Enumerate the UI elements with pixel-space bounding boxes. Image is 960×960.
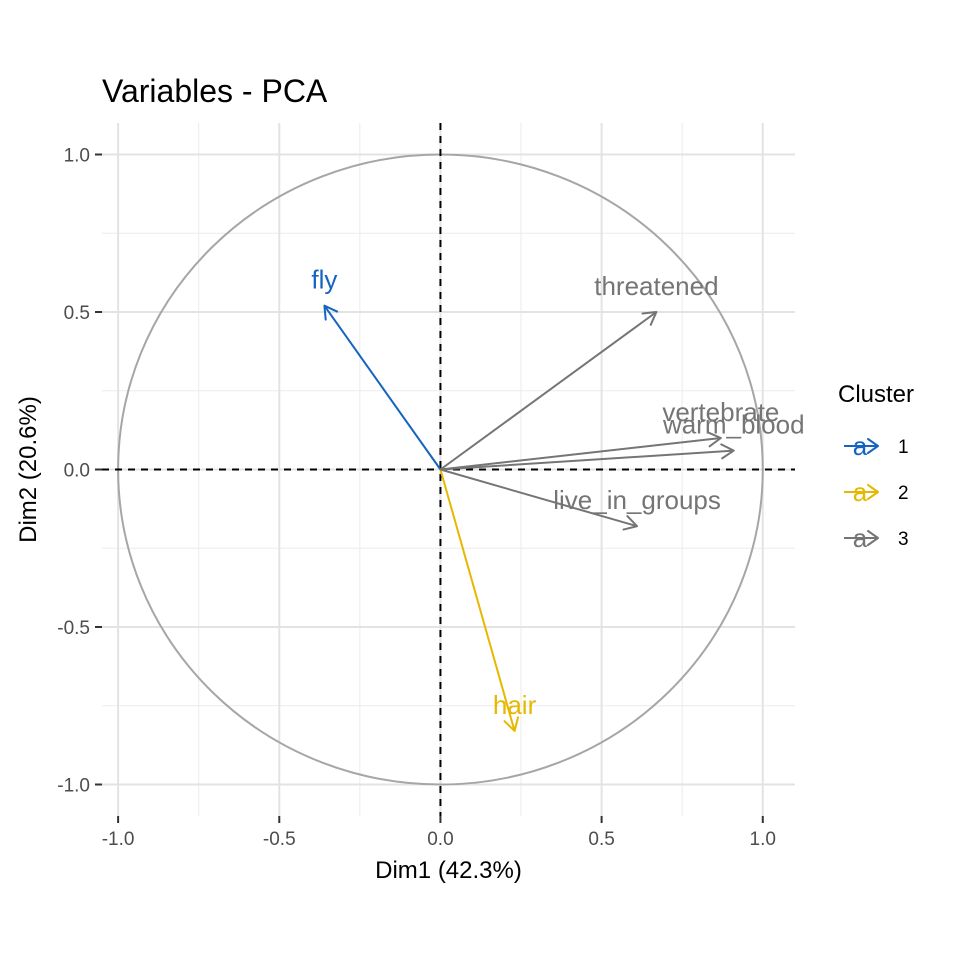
arrow-line	[440, 468, 638, 528]
arrow-line	[440, 449, 734, 471]
arrow-head	[622, 515, 639, 531]
legend: Cluster a 1 a 2 a 3	[838, 381, 914, 553]
x-tick-label: -1.0	[102, 829, 135, 850]
variable-warm-blood: warm_blood	[440, 410, 805, 471]
arrow-head	[641, 311, 658, 326]
arrow-line	[440, 437, 721, 471]
y-tick-label: -1.0	[57, 776, 90, 797]
legend-key-arrow-head	[867, 438, 879, 454]
y-axis-title: Dim2 (20.6%)	[15, 396, 42, 543]
plot-area: fly hair threatened vertebratewarm_bloodliv…	[102, 123, 805, 816]
x-tick-label: 1.0	[750, 829, 776, 850]
chart-title: Variables - PCA	[102, 73, 328, 109]
variable-label: warm_blood	[662, 410, 805, 440]
variable-hair: hair	[439, 469, 537, 732]
legend-key-arrow-head	[867, 530, 879, 546]
x-axis-title: Dim1 (42.3%)	[375, 857, 522, 884]
arrow-head	[323, 304, 339, 321]
arrow-line	[323, 305, 442, 471]
x-tick-label: 0.5	[588, 829, 614, 850]
variable-fly: fly	[311, 265, 442, 471]
variable-label: hair	[493, 690, 537, 720]
variable-label: threatened	[594, 271, 718, 301]
arrow-head	[720, 443, 735, 460]
legend-key-arrow-head	[867, 484, 879, 500]
y-tick-label: -0.5	[57, 618, 90, 639]
variable-vertebrate: vertebrate	[440, 397, 779, 471]
legend-label: 3	[898, 529, 909, 550]
arrow-line	[439, 311, 657, 471]
variable-label: live_in_groups	[553, 485, 721, 515]
y-tick-label: 0.0	[64, 461, 90, 482]
arrow-head	[707, 431, 722, 448]
variable-threatened: threatened	[439, 271, 719, 471]
x-tick-label: 0.0	[427, 829, 453, 850]
y-tick-label: 0.5	[64, 303, 90, 324]
legend-title: Cluster	[838, 381, 914, 408]
variable-live-in-groups: live_in_groups	[440, 468, 721, 531]
axes: -1.0 -0.5 0.0 0.5 1.0 -1.0 -0.5 0.0 0.5 1.0 Dim1 (…	[15, 146, 776, 885]
variable-label: fly	[311, 265, 337, 295]
y-tick-label: 1.0	[64, 146, 90, 167]
variable-label: vertebrate	[662, 397, 779, 427]
legend-label: 2	[898, 483, 909, 504]
arrow-line	[439, 469, 516, 732]
legend-label: 1	[898, 437, 909, 458]
x-tick-label: -0.5	[263, 829, 296, 850]
arrow-head	[503, 716, 520, 732]
